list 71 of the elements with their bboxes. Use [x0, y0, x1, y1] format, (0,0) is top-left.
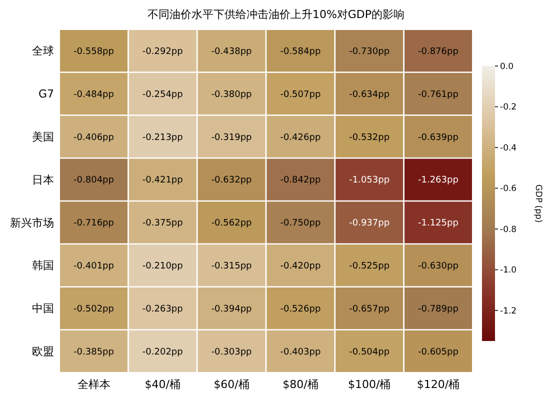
data-label: -0.584pp: [280, 46, 321, 57]
data-label: -0.716pp: [74, 218, 114, 229]
data-label: -0.438pp: [211, 46, 252, 57]
data-label: -0.254pp: [142, 90, 184, 100]
data-label: -0.657pp: [349, 304, 390, 314]
data-label: -0.634pp: [349, 90, 390, 100]
data-label: -0.526pp: [280, 304, 321, 314]
data-label: -0.562pp: [211, 218, 252, 229]
color-bar-label: -0.8: [500, 224, 517, 235]
x-tick-label: 全样本: [77, 378, 110, 391]
data-label: -1.263pp: [418, 176, 459, 186]
data-label: -0.730pp: [349, 46, 390, 57]
data-label: -0.421pp: [142, 176, 184, 186]
data-label: -0.380pp: [211, 90, 252, 100]
data-label: -0.420pp: [280, 262, 321, 272]
x-tick-label: $80/桶: [282, 378, 318, 391]
data-label: -0.842pp: [280, 176, 321, 186]
color-bar-label: -0.2: [500, 102, 517, 113]
data-label: -0.385pp: [74, 347, 114, 358]
data-label: -0.761pp: [418, 90, 459, 100]
y-tick-label: 欧盟: [32, 345, 54, 358]
data-label: -0.558pp: [74, 46, 114, 57]
data-label: -0.202pp: [142, 347, 184, 358]
y-tick-label: 日本: [32, 173, 54, 186]
data-label: -0.210pp: [142, 262, 184, 272]
data-label: -0.502pp: [74, 304, 114, 314]
data-label: -0.213pp: [142, 132, 184, 143]
y-tick-label: 美国: [32, 130, 54, 144]
data-label: -0.315pp: [211, 262, 252, 272]
data-label: -0.507pp: [280, 90, 321, 100]
color-bar-label: -0.6: [500, 184, 517, 194]
data-label: -0.394pp: [211, 304, 252, 314]
color-bar-label: -0.4: [500, 143, 517, 154]
data-label: -0.406pp: [74, 132, 114, 143]
y-tick-label: 韩国: [32, 259, 54, 272]
data-label: -0.403pp: [280, 347, 321, 358]
x-tick-label: $100/桶: [348, 378, 391, 391]
data-label: -0.484pp: [74, 90, 114, 100]
data-label: -0.750pp: [280, 218, 321, 229]
data-label: -0.319pp: [211, 132, 252, 143]
data-label: -0.876pp: [418, 46, 459, 57]
color-bar-title: GDP (pp): [533, 184, 543, 223]
x-tick-label: $60/桶: [214, 378, 250, 391]
y-tick-label: 中国: [32, 302, 54, 316]
data-label: -0.789pp: [418, 304, 459, 314]
data-label: -0.630pp: [418, 262, 459, 272]
data-label: -0.426pp: [280, 132, 321, 143]
data-label: -0.605pp: [418, 347, 459, 358]
data-label: -0.504pp: [349, 347, 390, 358]
y-tick-label: 全球: [32, 44, 54, 58]
color-bar-label: -1.0: [500, 266, 517, 276]
chart-title: 不同油价水平下供给冲击油价上升10%对GDP的影响: [147, 8, 405, 21]
data-label: -1.053pp: [349, 176, 390, 186]
data-label: -0.303pp: [211, 347, 252, 358]
x-tick-label: $120/桶: [416, 378, 460, 391]
data-label: -0.632pp: [211, 176, 252, 186]
data-label: -0.375pp: [142, 218, 184, 229]
data-label: -0.937pp: [349, 218, 390, 229]
data-label: -0.292pp: [142, 46, 184, 57]
color-bar-label: 0.0: [500, 62, 514, 72]
data-label: -0.639pp: [418, 132, 459, 143]
data-label: -0.401pp: [74, 262, 114, 272]
data-label: -0.532pp: [349, 132, 390, 143]
y-tick-label: 新兴市场: [10, 216, 54, 230]
data-label: -0.263pp: [142, 304, 184, 314]
data-label: -0.525pp: [349, 262, 390, 272]
x-tick-label: $40/桶: [144, 378, 181, 391]
color-bar-label: -1.2: [500, 306, 517, 316]
data-label: -0.804pp: [74, 176, 114, 186]
y-tick-label: G7: [38, 88, 54, 101]
data-label: -1.125pp: [418, 218, 459, 229]
